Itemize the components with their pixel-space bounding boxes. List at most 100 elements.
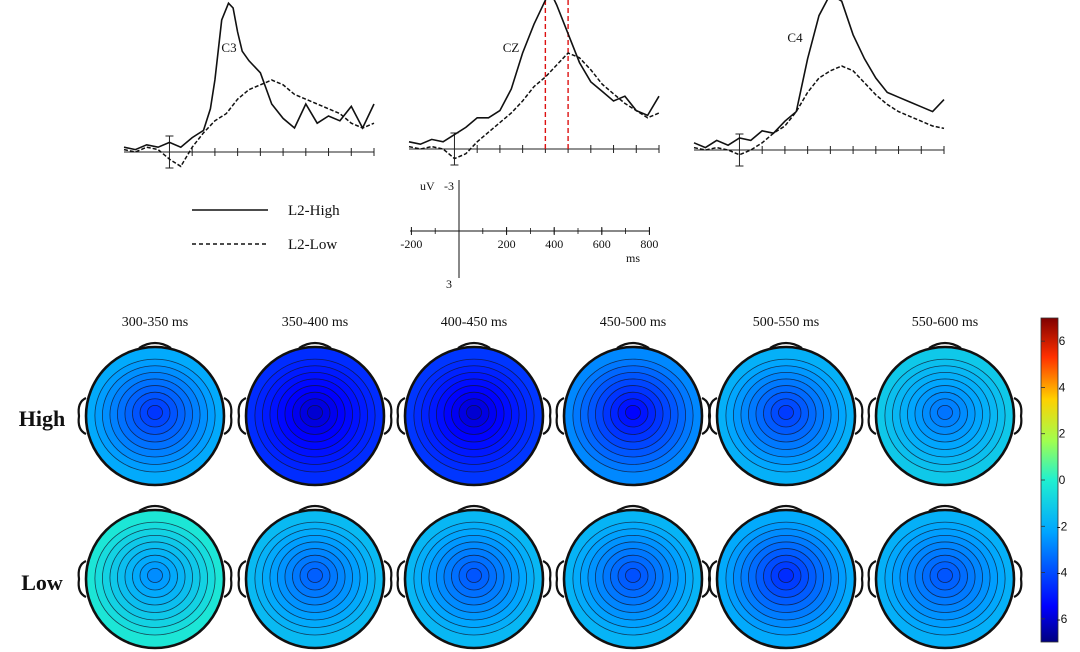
topomap-contour [625,567,641,583]
topomap-outline [244,345,386,487]
erp-line-high-c3 [123,1,375,151]
erp-line-high-c4 [693,0,945,149]
erp-panel-cz: CZ [408,0,660,166]
erp-line-high-cz [408,0,660,146]
topomap-nose [457,504,491,512]
scale-y-top-label: -3 [444,179,454,193]
topomap-contour [778,567,794,583]
topomap-nose [138,341,172,349]
erp-line-low-c4 [693,65,945,156]
colorbar-tick-label: 0 [1059,473,1066,487]
topomap-contour [307,567,323,583]
colorbar: 6 4 2 0 -2 -4 -6 [1040,317,1068,643]
colorbar-tick-label: 2 [1059,427,1066,441]
topomap-ear [555,396,565,436]
colorbar-tick-label: -6 [1057,612,1068,626]
time-window-label: 500-550 ms [753,315,820,330]
topomap-outline [874,345,1016,487]
scale-y-unit: uV [420,179,435,193]
erp-title-c3: C3 [221,40,236,55]
topomap-low-0 [77,504,233,650]
topomap-ear [854,559,864,599]
erp-line-low-c3 [123,79,375,168]
erp-panels: C3 CZ C4 [123,0,945,169]
topomap-ear [708,559,718,599]
topomap-high-2 [396,341,552,487]
topomap-low-1 [237,504,393,650]
erp-title-c4: C4 [787,30,803,45]
topomap-ear [383,396,393,436]
row-label-low: Low [21,570,63,595]
topomap-outline [715,508,857,650]
topomap-nose [616,341,650,349]
topomap-nose [298,504,332,512]
topomap-ear [708,396,718,436]
topomap-contour [937,404,953,420]
topomap-nose [769,504,803,512]
time-window-label: 550-600 ms [912,315,979,330]
topomap-outline [874,508,1016,650]
topomap-contour [307,404,323,420]
colorbar-tick-label: -4 [1057,566,1068,580]
colorbar-tick-label: 6 [1059,334,1066,348]
topomap-contour [778,404,794,420]
legend-label-high: L2-High [288,203,340,219]
topomap-ear [383,559,393,599]
topomap-low-4 [708,504,864,650]
topomap-high-4 [708,341,864,487]
topomap-nose [928,341,962,349]
topomap-contour [147,404,163,420]
erp-panel-c4: C4 [693,0,945,167]
scale-x-unit: ms [626,251,640,265]
time-window-label: 450-500 ms [600,315,667,330]
topomap-nose [138,504,172,512]
scale-x-tick-label: 200 [498,237,516,251]
topomap-outline [715,345,857,487]
topomap-nose [769,341,803,349]
topomap-high-5 [867,341,1023,487]
topomap-ear [1013,396,1023,436]
scale-x-tick-label: 800 [640,237,658,251]
topomap-ear [237,396,247,436]
erp-title-cz: CZ [503,40,520,55]
topomap-low-5 [867,504,1023,650]
row-label-high: High [19,406,65,431]
scale-x-tick-label: 400 [545,237,563,251]
topomap-contour [937,567,953,583]
topomap-ear [77,559,87,599]
topomap-outline [562,508,704,650]
topomap-outline [403,345,545,487]
legend-label-low: L2-Low [288,237,337,253]
topomap-outline [562,345,704,487]
topomap-contour [466,567,482,583]
topomap-nose [616,504,650,512]
legend: L2-High L2-Low [192,203,340,253]
topomap-ear [867,559,877,599]
topomap-nose [457,341,491,349]
topomap-ear [396,396,406,436]
colorbar-tick-label: 4 [1059,380,1066,394]
scale-y-bottom-label: 3 [446,277,452,291]
topomap-nose [298,341,332,349]
topomap-outline [244,508,386,650]
scale-bar: uV -3 3 ms -200 200 400 600 800 [400,179,658,291]
time-window-label: 400-450 ms [441,315,508,330]
topomap-ear [77,396,87,436]
erp-panel-c3: C3 [123,1,375,169]
time-window-label: 350-400 ms [282,315,349,330]
topomap-ear [542,396,552,436]
topomap-outline [403,508,545,650]
topomap-high-1 [237,341,393,487]
topomap-ear [555,559,565,599]
topomap-ear [223,396,233,436]
colorbar-tick-label: -2 [1057,519,1068,533]
scale-x-tick-label: 600 [593,237,611,251]
topomap-contour [147,567,163,583]
topomap-contour [625,404,641,420]
topomap-outline [84,345,226,487]
topomap-ear [396,559,406,599]
topomap-nose [928,504,962,512]
topomap-ear [1013,559,1023,599]
topomap-ear [237,559,247,599]
